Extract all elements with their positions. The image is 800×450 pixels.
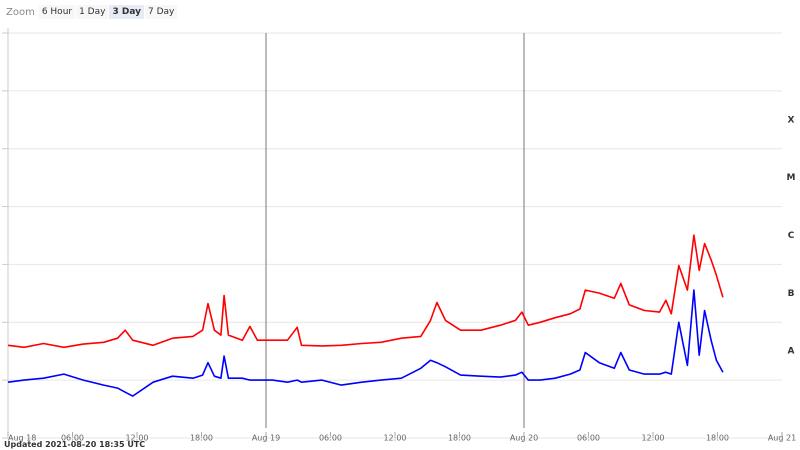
class-label: X	[788, 115, 795, 125]
class-label: B	[788, 289, 795, 299]
zoom-button[interactable]: 7 Day	[144, 5, 178, 19]
x-tick-label: 18:00	[448, 434, 471, 443]
class-label: M	[787, 173, 796, 183]
x-tick-label: 06:00	[61, 434, 84, 443]
zoom-button[interactable]: 3 Day	[109, 5, 144, 19]
x-tick-label: 06:00	[577, 434, 600, 443]
class-label: C	[788, 231, 795, 241]
zoom-label: Zoom	[6, 6, 35, 18]
zoom-button[interactable]: 6 Hour	[38, 5, 76, 19]
updated-note: Updated 2021-08-20 18:35 UTC	[4, 440, 146, 449]
x-tick-label: 12:00	[125, 434, 148, 443]
x-tick-label: 12:00	[641, 434, 664, 443]
x-tick-label: 06:00	[319, 434, 342, 443]
flux-line	[7, 234, 724, 349]
x-tick-label: Aug 18	[8, 434, 36, 443]
x-tick-label: Aug 20	[510, 434, 538, 443]
flux-line	[7, 289, 724, 397]
x-tick-label: 18:00	[706, 434, 729, 443]
x-tick-label: 12:00	[383, 434, 406, 443]
x-tick-label: Aug 19	[252, 434, 280, 443]
class-label: A	[788, 347, 795, 357]
x-tick-label: 18:00	[190, 434, 213, 443]
x-tick-label: Aug 21	[768, 434, 796, 443]
zoom-bar: Zoom 6 Hour 1 Day 3 Day 7 Day	[6, 4, 178, 20]
zoom-button[interactable]: 1 Day	[76, 5, 109, 19]
